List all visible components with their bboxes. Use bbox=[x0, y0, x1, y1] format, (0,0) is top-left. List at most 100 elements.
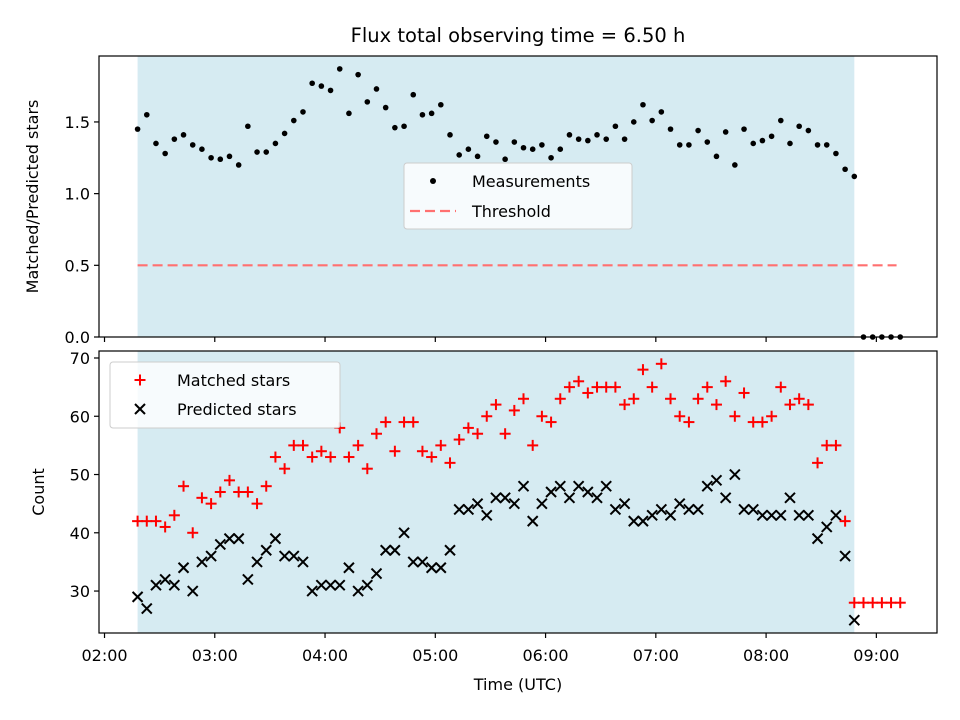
matched-star-point bbox=[536, 410, 548, 422]
predicted-star-point bbox=[315, 579, 328, 591]
measurement-point bbox=[594, 132, 600, 138]
measurement-point bbox=[833, 150, 839, 157]
predicted-star-point bbox=[481, 509, 493, 522]
measurement-point bbox=[336, 66, 343, 72]
measurement-point bbox=[823, 142, 830, 148]
predicted-star-point bbox=[278, 550, 291, 562]
predicted-star-point-b bbox=[710, 474, 723, 487]
predicted-star-point bbox=[370, 567, 383, 580]
predicted-star-point bbox=[646, 509, 658, 522]
predicted-star-point-b bbox=[591, 492, 603, 504]
predicted-star-point bbox=[692, 503, 704, 516]
matched-star-point bbox=[214, 486, 226, 498]
measurement-point bbox=[695, 127, 701, 134]
measurement-point bbox=[373, 86, 380, 92]
measurement-point bbox=[456, 152, 462, 158]
x-axis-label: Time (UTC) bbox=[473, 675, 562, 694]
predicted-star-point-b bbox=[821, 521, 833, 533]
predicted-star-point-b bbox=[729, 468, 741, 481]
predicted-star-point bbox=[471, 497, 484, 510]
matched-star-point bbox=[416, 445, 428, 457]
measurement-point bbox=[603, 136, 610, 142]
legend-predicted-label: Predicted stars bbox=[177, 400, 297, 419]
predicted-star-point bbox=[141, 602, 153, 615]
x-tick-label: 04:00 bbox=[302, 646, 348, 665]
predicted-star-point bbox=[205, 550, 217, 562]
predicted-star-point-b bbox=[848, 614, 861, 626]
predicted-star-point bbox=[811, 532, 824, 545]
matched-star-point bbox=[453, 434, 465, 446]
measurement-point bbox=[575, 136, 582, 142]
predicted-star-point bbox=[683, 503, 695, 516]
ratio-x-ticks bbox=[103, 337, 877, 342]
x-tick-label: 03:00 bbox=[192, 646, 238, 665]
predicted-star-point bbox=[701, 480, 713, 492]
measurement-point bbox=[520, 144, 527, 151]
predicted-star-point-b bbox=[490, 492, 502, 504]
measurement-point bbox=[713, 153, 720, 160]
measurement-point bbox=[346, 110, 352, 117]
predicted-star-point bbox=[545, 486, 557, 498]
matched-star-point bbox=[830, 439, 842, 451]
measurement-point bbox=[474, 153, 481, 160]
measurement-point bbox=[676, 142, 683, 148]
y-tick-label: 30 bbox=[70, 582, 90, 601]
measurement-point bbox=[281, 130, 288, 137]
measurement-point bbox=[447, 132, 453, 138]
predicted-star-point bbox=[775, 509, 787, 522]
matched-star-point bbox=[766, 410, 778, 422]
matched-star-point bbox=[600, 381, 612, 393]
matched-star-point bbox=[141, 515, 153, 527]
measurement-point bbox=[759, 137, 766, 144]
measurement-point bbox=[428, 110, 435, 117]
predicted-star-point bbox=[784, 492, 796, 504]
predicted-star-point bbox=[756, 509, 769, 522]
predicted-star-point-b bbox=[471, 497, 484, 510]
predicted-star-point-b bbox=[738, 503, 750, 516]
count-axes-frame bbox=[98, 350, 938, 634]
y-tick-label: 60 bbox=[70, 407, 90, 426]
predicted-star-point bbox=[416, 556, 429, 568]
predicted-star-point-b bbox=[407, 556, 419, 568]
predicted-star-point bbox=[637, 515, 649, 527]
matched-star-point bbox=[573, 375, 585, 387]
x-tick-label: 06:00 bbox=[523, 646, 569, 665]
predicted-star-point-b bbox=[554, 480, 566, 492]
count-legend: Matched stars Predicted stars bbox=[109, 361, 341, 429]
y-tick-label: 0.0 bbox=[65, 328, 90, 347]
predicted-star-point-b bbox=[435, 562, 447, 574]
matched-star-point bbox=[646, 381, 658, 393]
matched-star-point bbox=[407, 416, 419, 428]
predicted-star-point bbox=[232, 532, 245, 545]
matched-star-point bbox=[637, 364, 649, 376]
matched-star-point bbox=[885, 597, 897, 609]
measurement-point bbox=[796, 123, 802, 130]
measurement-point bbox=[162, 150, 168, 157]
measurement-point bbox=[777, 117, 784, 124]
matched-star-point bbox=[508, 404, 520, 416]
matched-star-point bbox=[720, 375, 732, 387]
measurement-point bbox=[585, 137, 591, 144]
matched-star-point bbox=[444, 457, 456, 469]
measurement-point bbox=[438, 101, 444, 108]
predicted-star-point bbox=[334, 579, 346, 591]
legend-matched-label: Matched stars bbox=[177, 371, 290, 390]
matched-star-point bbox=[159, 521, 171, 533]
matched-star-point bbox=[279, 463, 291, 475]
matched-star-point bbox=[729, 410, 741, 422]
predicted-star-point-b bbox=[802, 509, 815, 522]
measurement-point bbox=[768, 133, 775, 140]
matched-star-point bbox=[710, 399, 722, 411]
measurement-point bbox=[465, 146, 472, 152]
matched-star-point bbox=[563, 381, 575, 393]
measurement-point bbox=[667, 126, 674, 132]
matched-star-point bbox=[150, 515, 162, 527]
predicted-star-point bbox=[572, 480, 585, 492]
predicted-star-point-b bbox=[683, 503, 695, 516]
predicted-star-point bbox=[554, 480, 566, 492]
legend-plus bbox=[134, 374, 146, 386]
predicted-star-point bbox=[177, 562, 190, 574]
predicted-star-point bbox=[508, 497, 521, 510]
predicted-star-point bbox=[196, 556, 208, 568]
